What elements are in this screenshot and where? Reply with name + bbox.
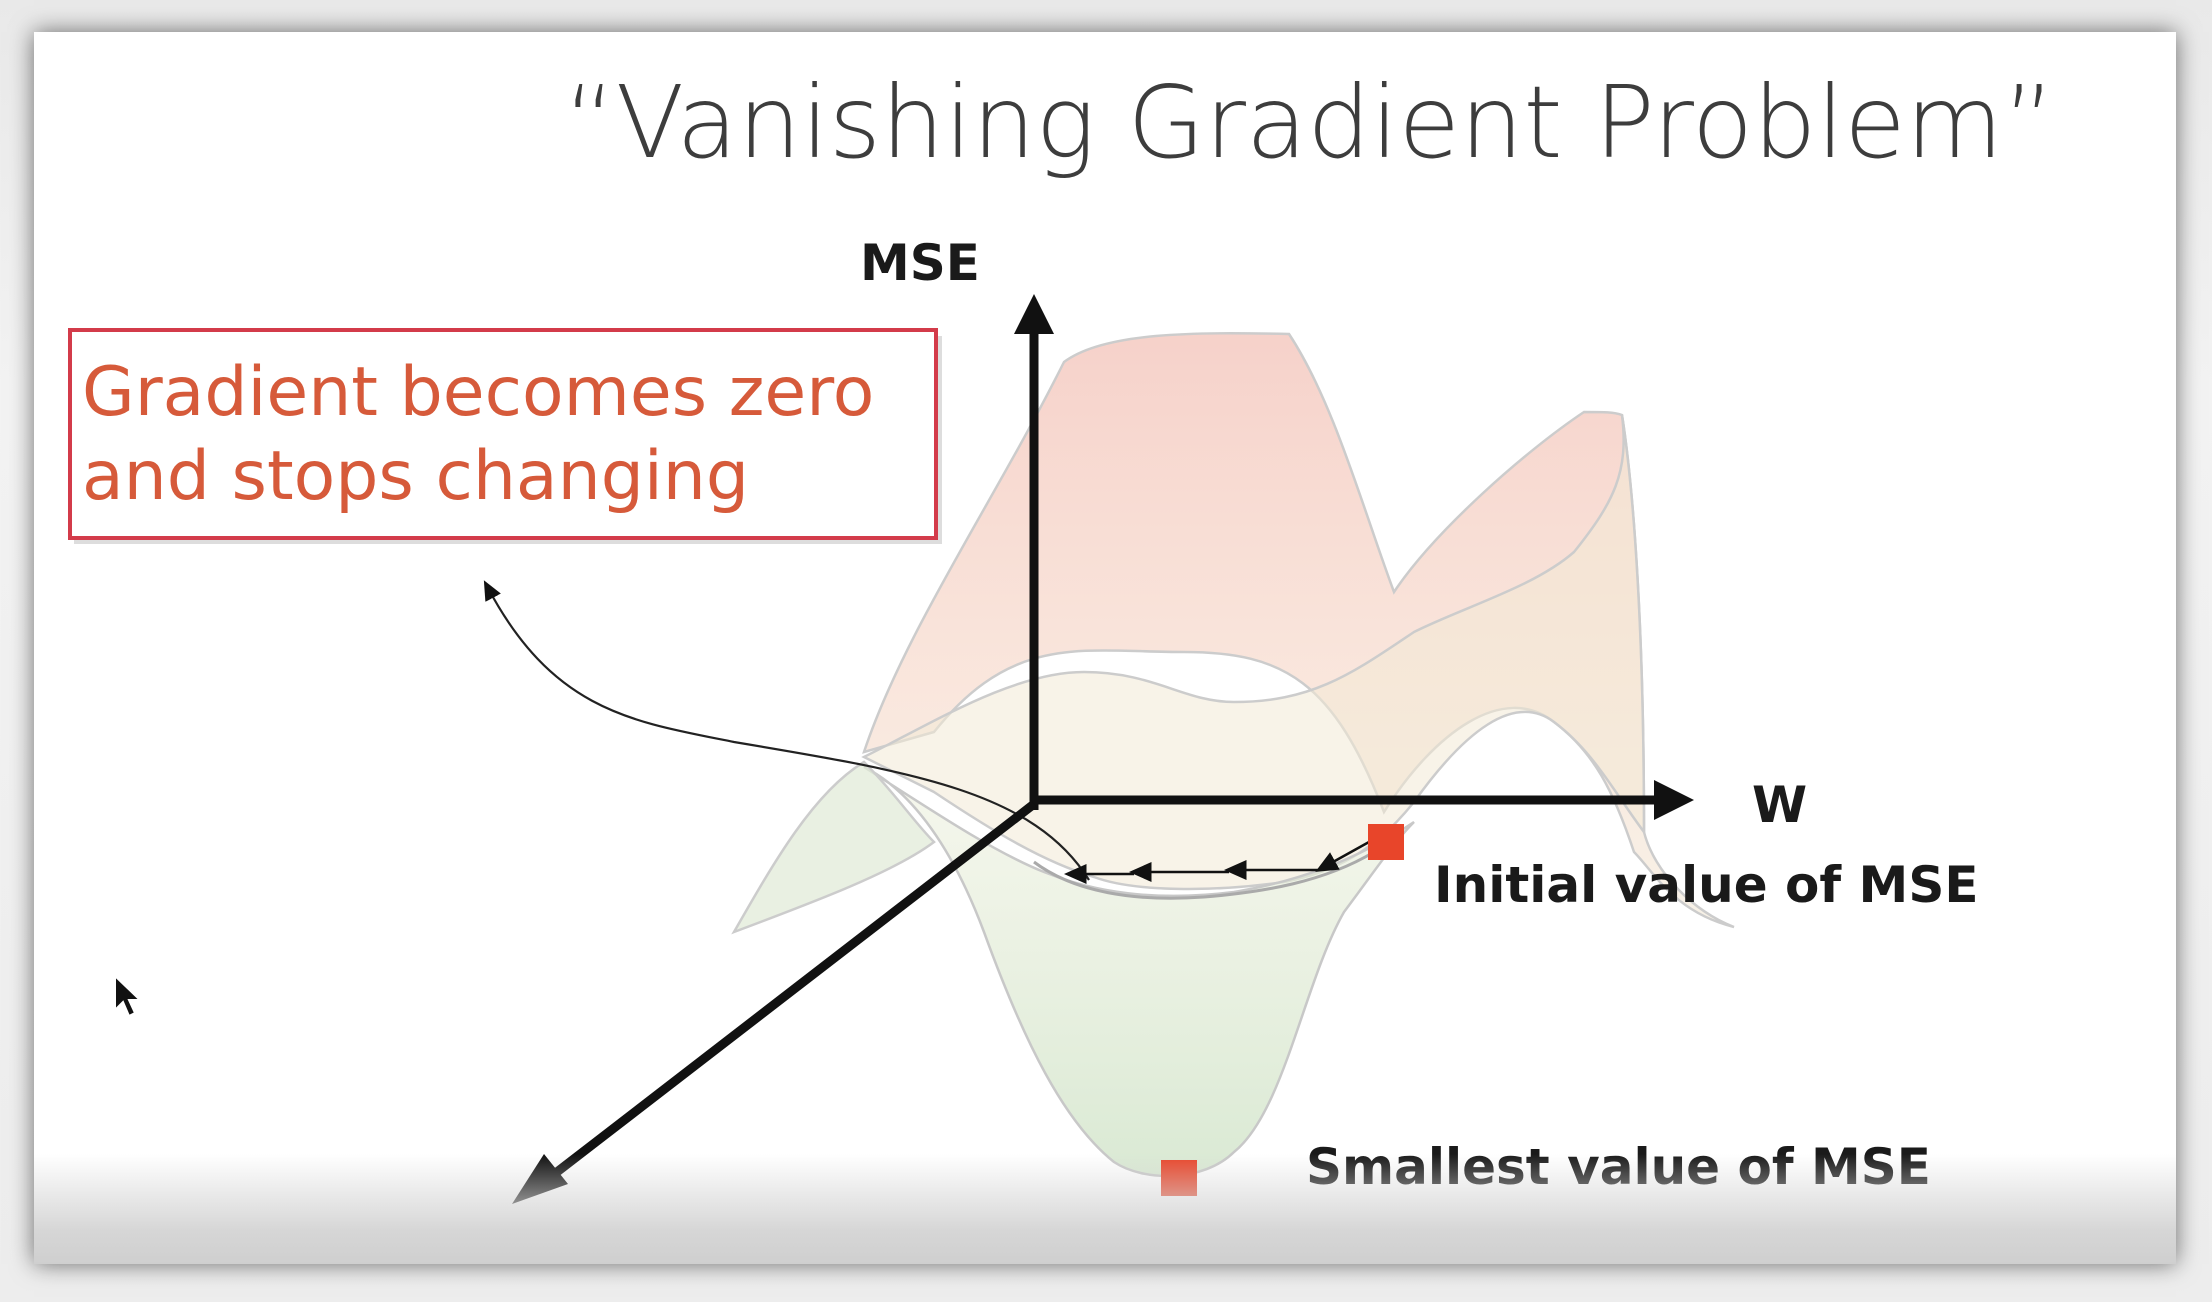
- callout-box: Gradient becomes zero and stops changing: [68, 328, 942, 544]
- slide-title: “Vanishing Gradient Problem”: [564, 64, 2055, 181]
- descent-step-1: [1315, 840, 1370, 872]
- callout-line-1: Gradient becomes zero: [82, 353, 874, 432]
- error-surface-left-wing: [731, 760, 936, 935]
- slide: “Vanishing Gradient Problem”: [34, 32, 2176, 1264]
- callout-frame: [68, 328, 938, 540]
- surface-contour-line: [1033, 850, 1375, 900]
- y-axis-arrowhead: [1014, 294, 1054, 334]
- gradient-descent-steps: [1064, 840, 1370, 884]
- y-axis-label: MSE: [860, 234, 980, 292]
- initial-mse-marker: [1368, 824, 1404, 860]
- callout-line-2: and stops changing: [82, 437, 749, 516]
- gradient-descent-diagram: “Vanishing Gradient Problem”: [68, 64, 2055, 1204]
- x-axis-label: W: [1752, 776, 1807, 834]
- x-axis-arrowhead: [1654, 780, 1694, 820]
- slide-bottom-shade: [34, 1154, 2176, 1264]
- error-surface-lower: [863, 765, 1415, 1178]
- mouse-cursor-icon: [114, 973, 143, 1018]
- callout-curve-arrow: [483, 580, 1090, 881]
- initial-value-label: Initial value of MSE: [1434, 856, 1978, 914]
- error-surface-middle: [861, 414, 1646, 891]
- z-axis: [541, 800, 1037, 1186]
